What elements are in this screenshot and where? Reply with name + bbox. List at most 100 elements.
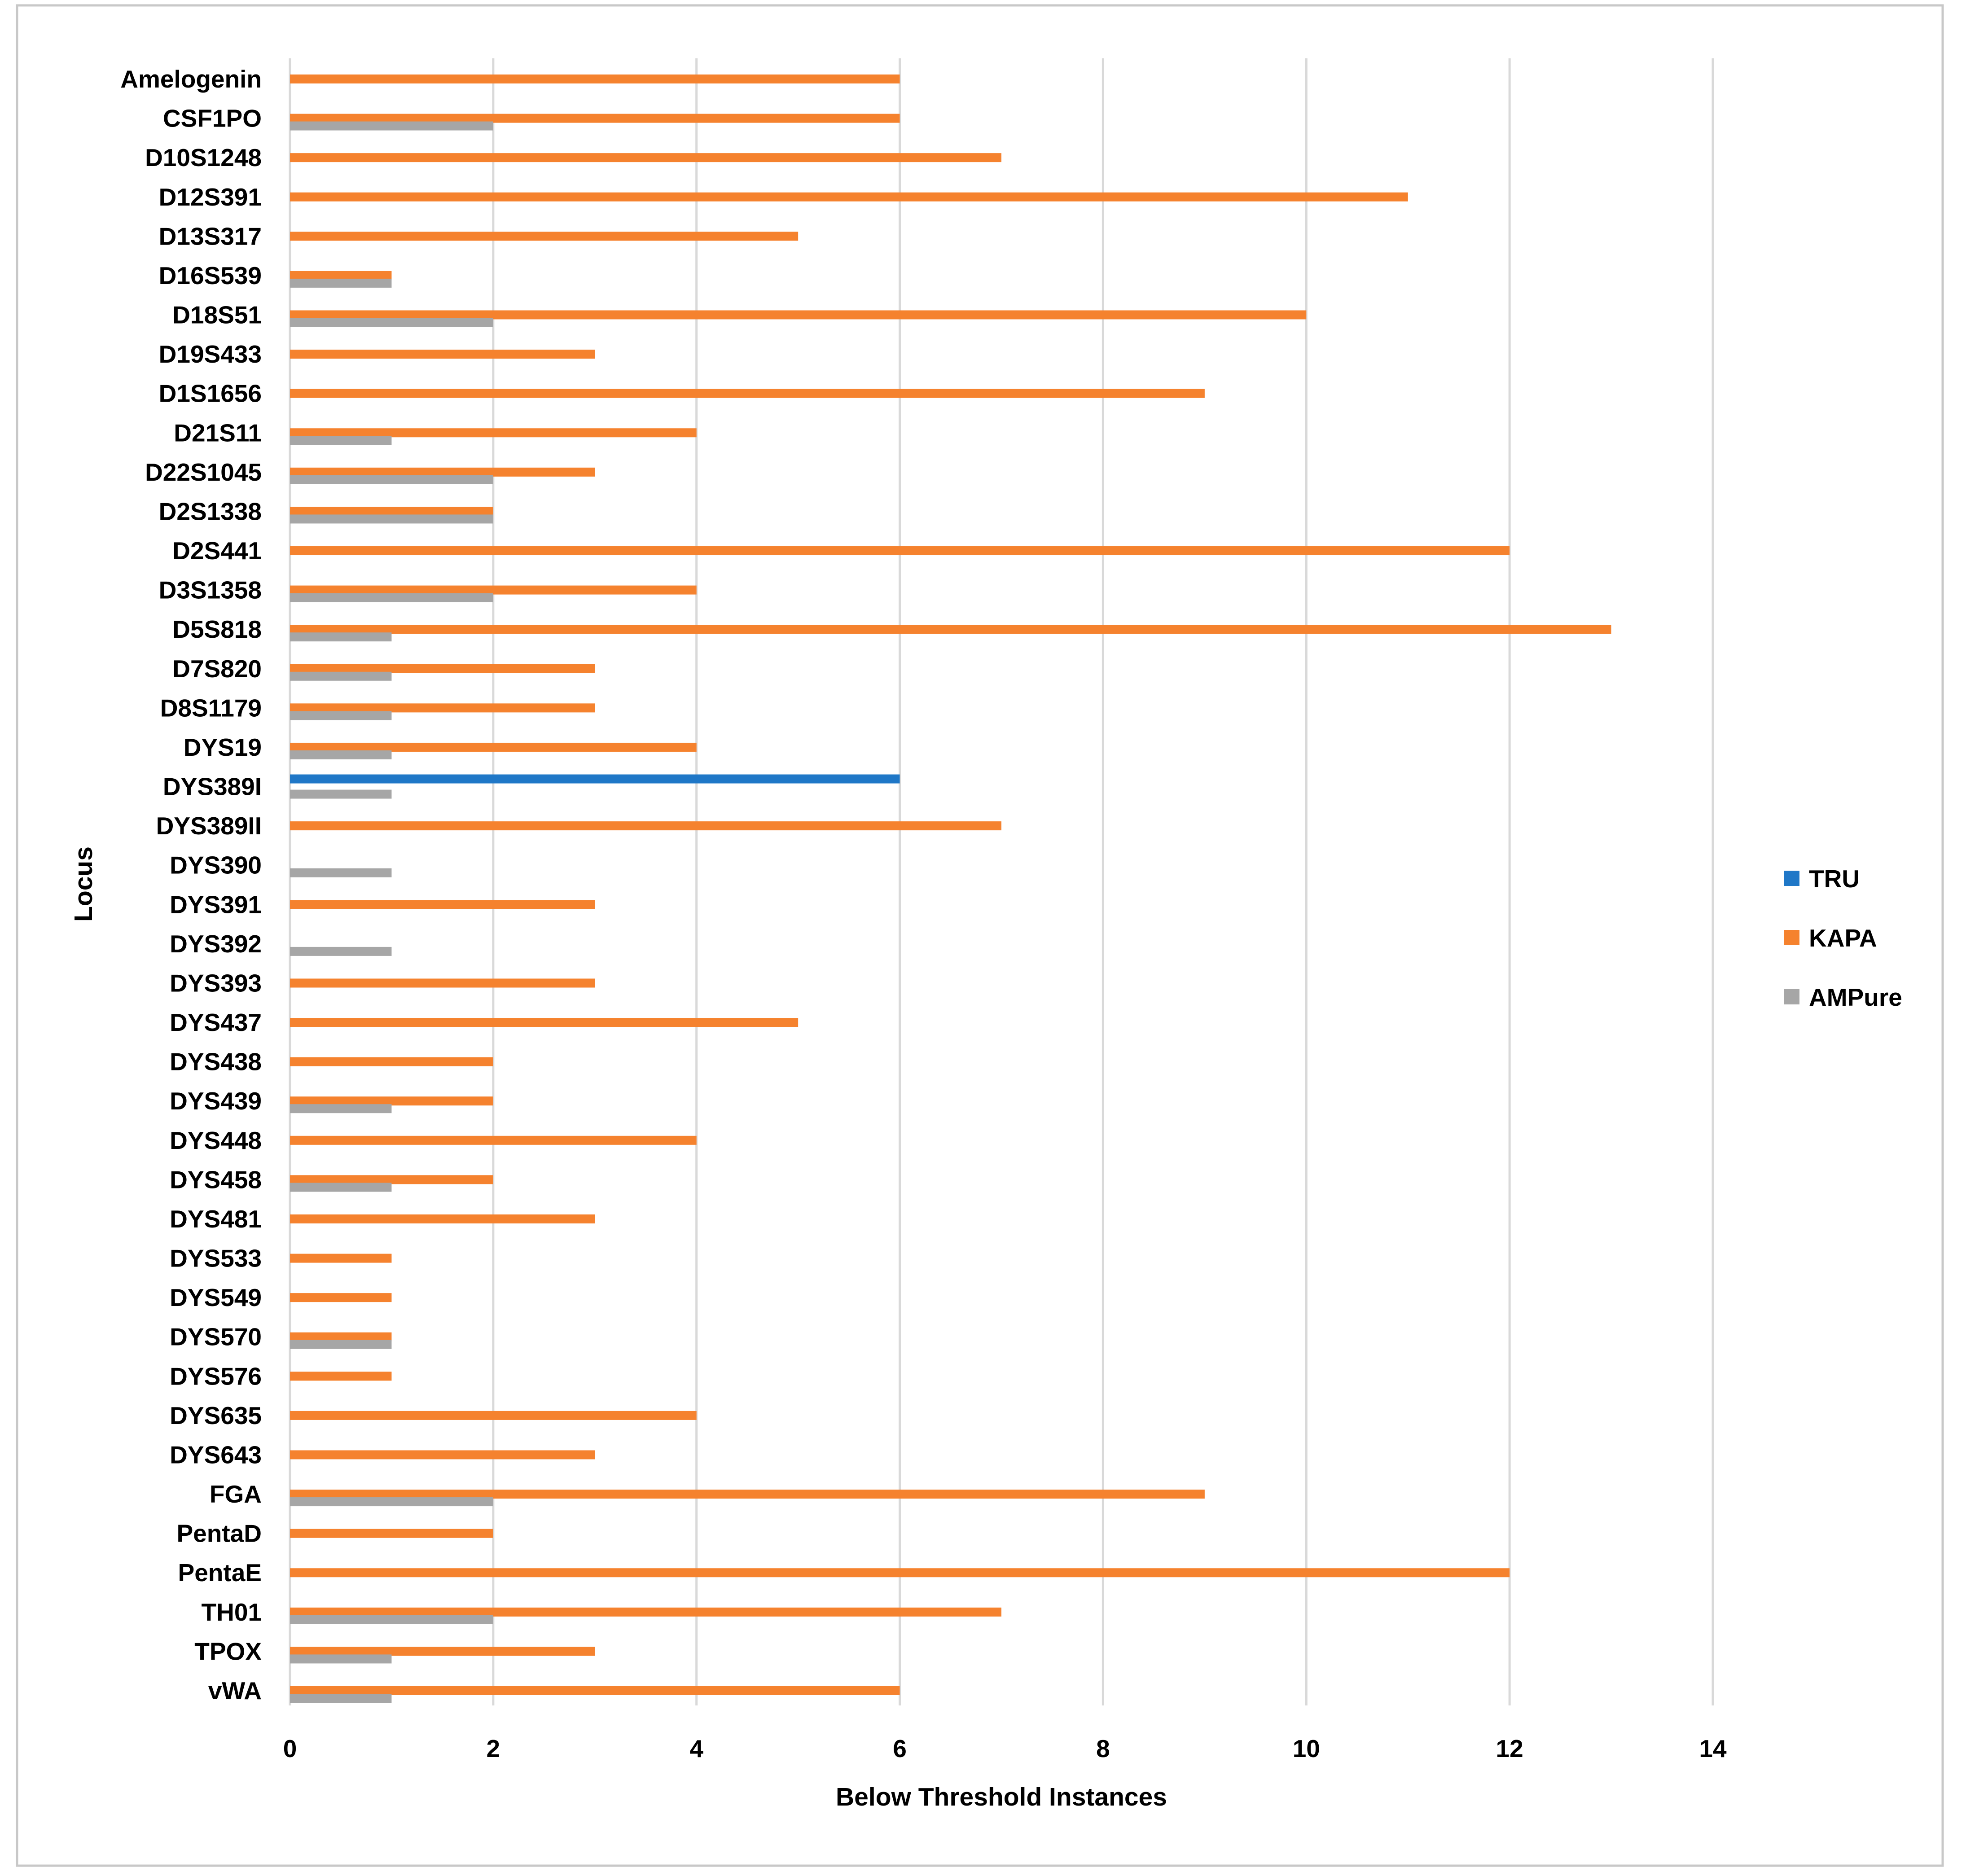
category-label: DYS392 (170, 930, 262, 958)
bar-kapa (290, 703, 595, 713)
category-label: DYS391 (170, 890, 262, 918)
bar-kapa (290, 428, 697, 438)
legend-label-ampure: AMPure (1809, 983, 1902, 1011)
bar-kapa (290, 978, 595, 988)
bar-ampure (290, 632, 392, 642)
bar-kapa (290, 192, 1408, 202)
bar-ampure (290, 1183, 392, 1192)
bar-kapa (290, 467, 595, 477)
category-label: DYS481 (170, 1205, 262, 1233)
bar-ampure (290, 475, 493, 484)
category-label: DYS389II (156, 812, 262, 840)
bar-kapa (290, 742, 697, 752)
bar-ampure (290, 1615, 493, 1624)
bar-ampure (290, 1497, 493, 1507)
bar-ampure (290, 1694, 392, 1703)
bar-kapa (290, 1411, 697, 1420)
bar-ampure (290, 318, 493, 327)
bar-kapa (290, 350, 595, 359)
x-tick-label: 6 (893, 1735, 907, 1762)
category-label: D2S1338 (159, 497, 262, 525)
bar-kapa (290, 389, 1205, 398)
category-label: DYS533 (170, 1245, 262, 1272)
bar-ampure (290, 1340, 392, 1349)
bar-kapa (290, 1096, 493, 1106)
category-label: DYS576 (170, 1362, 262, 1390)
category-label: FGA (210, 1480, 262, 1508)
bar-kapa (290, 1175, 493, 1184)
bar-ampure (290, 278, 392, 288)
category-label: D21S11 (174, 419, 262, 447)
bar-ampure (290, 121, 493, 131)
category-label: D10S1248 (145, 144, 262, 171)
bar-kapa (290, 546, 1510, 556)
category-label: DYS635 (170, 1402, 262, 1429)
category-label: D13S317 (159, 222, 262, 250)
bar-ampure (290, 436, 392, 445)
bar-kapa (290, 1135, 697, 1145)
bar-kapa (290, 310, 1307, 320)
bar-ampure (290, 789, 392, 799)
bar-kapa (290, 1332, 392, 1341)
legend-label-kapa: KAPA (1809, 924, 1877, 952)
bars (290, 75, 1611, 1703)
bar-kapa (290, 1214, 595, 1223)
bar-tru (290, 774, 900, 784)
legend-swatch-ampure (1784, 989, 1799, 1004)
bar-kapa (290, 1018, 799, 1027)
bar-kapa (290, 664, 595, 673)
gridlines (289, 58, 1714, 1705)
bar-kapa (290, 1254, 392, 1263)
bar-kapa (290, 1490, 1205, 1499)
category-label: PentaD (177, 1520, 262, 1547)
category-label: D5S818 (172, 615, 262, 643)
x-tick-label: 8 (1096, 1735, 1110, 1762)
category-label: D1S1656 (159, 380, 262, 408)
category-label: D7S820 (172, 655, 262, 683)
legend-swatch-tru (1784, 871, 1799, 886)
bar-kapa (290, 1057, 493, 1066)
bar-kapa (290, 1607, 1001, 1617)
x-tick-label: 4 (689, 1735, 703, 1762)
bar-ampure (290, 947, 392, 956)
bar-kapa (290, 507, 493, 516)
x-tick-label: 10 (1293, 1735, 1320, 1762)
category-label: CSF1PO (163, 105, 262, 132)
bar-ampure (290, 711, 392, 720)
category-label: PentaE (178, 1559, 262, 1587)
bar-ampure (290, 750, 392, 759)
x-tick-label: 14 (1699, 1735, 1727, 1762)
value-axis: 0 2 4 6 8 10 12 14 (283, 1735, 1727, 1762)
category-label: D18S51 (172, 301, 262, 329)
bar-kapa (290, 114, 900, 123)
category-label: DYS570 (170, 1323, 262, 1351)
category-label: DYS448 (170, 1126, 262, 1154)
bar-kapa (290, 1568, 1510, 1578)
legend-label-tru: TRU (1809, 865, 1860, 893)
category-label: D22S1045 (145, 458, 262, 486)
category-label: D12S391 (159, 183, 262, 211)
bar-kapa (290, 1372, 392, 1381)
category-label: DYS438 (170, 1048, 262, 1076)
category-label: D2S441 (172, 537, 262, 565)
x-axis-title: Below Threshold Instances (836, 1783, 1167, 1811)
category-label: DYS437 (170, 1008, 262, 1036)
x-tick-label: 12 (1496, 1735, 1523, 1762)
category-label: Amelogenin (120, 65, 262, 93)
bar-kapa (290, 1647, 595, 1656)
category-label: DYS19 (184, 733, 262, 761)
legend-swatch-kapa (1784, 930, 1799, 945)
bar-ampure (290, 593, 493, 602)
bar-kapa (290, 1686, 900, 1695)
category-label: DYS458 (170, 1166, 262, 1193)
category-label: DYS643 (170, 1441, 262, 1468)
category-label: TPOX (194, 1637, 262, 1665)
bar-kapa (290, 1293, 392, 1302)
category-label: TH01 (202, 1598, 262, 1626)
bar-kapa (290, 1450, 595, 1460)
bar-kapa (290, 821, 1001, 831)
category-label: DYS390 (170, 851, 262, 879)
category-label: DYS549 (170, 1284, 262, 1311)
